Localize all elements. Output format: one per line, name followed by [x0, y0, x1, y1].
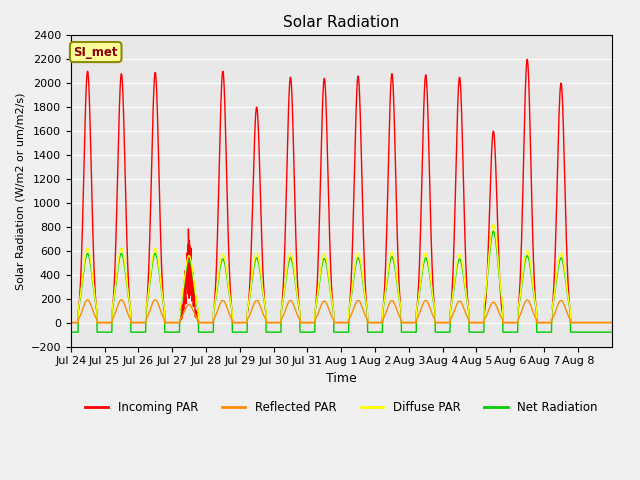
X-axis label: Time: Time	[326, 372, 356, 385]
Text: SI_met: SI_met	[74, 46, 118, 59]
Legend: Incoming PAR, Reflected PAR, Diffuse PAR, Net Radiation: Incoming PAR, Reflected PAR, Diffuse PAR…	[80, 396, 603, 419]
Y-axis label: Solar Radiation (W/m2 or um/m2/s): Solar Radiation (W/m2 or um/m2/s)	[15, 92, 25, 289]
Title: Solar Radiation: Solar Radiation	[283, 15, 399, 30]
